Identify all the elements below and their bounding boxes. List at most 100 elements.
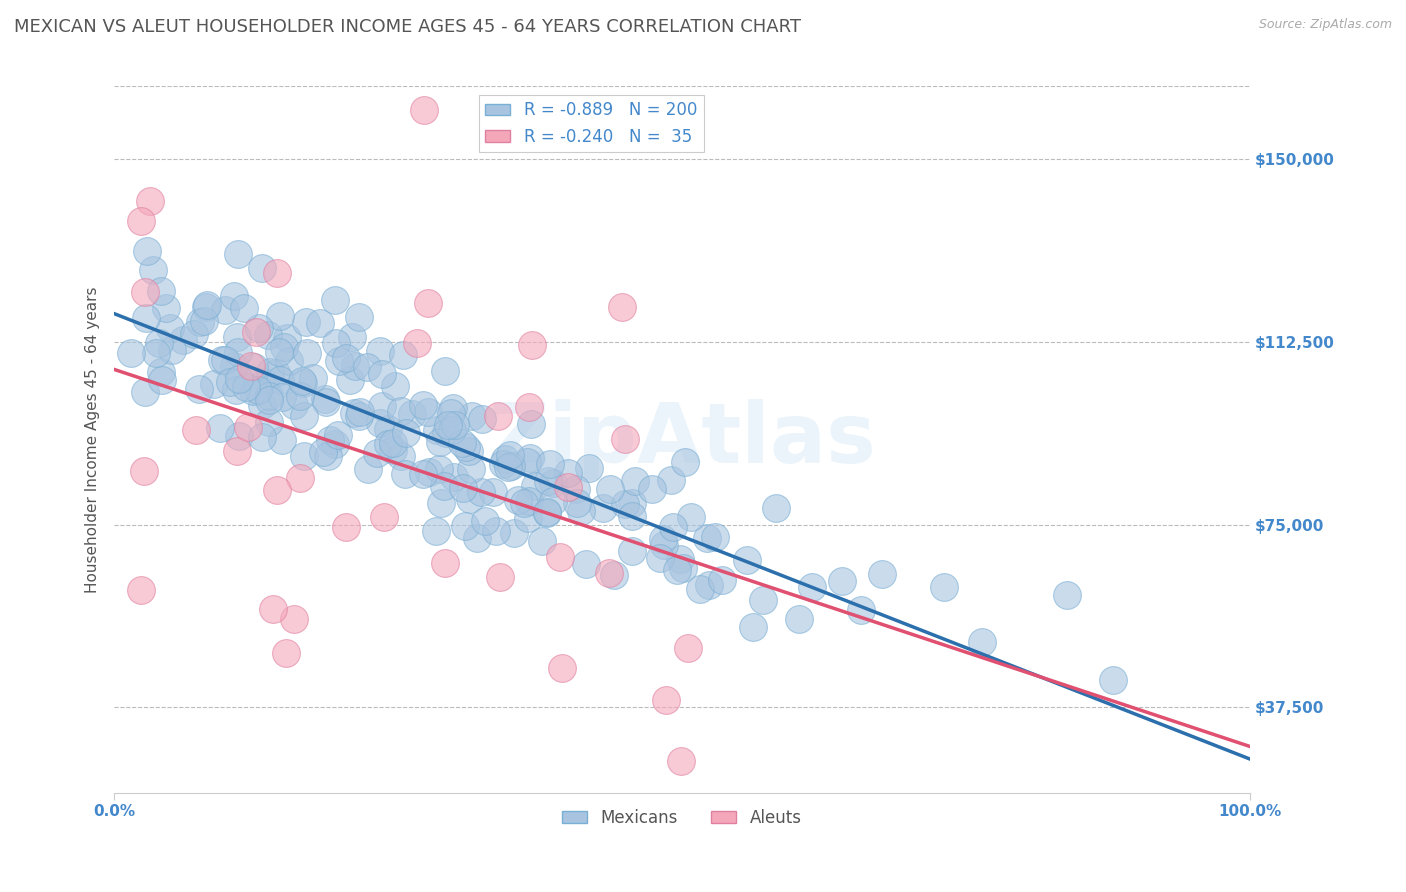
Point <box>257 389 280 403</box>
Point <box>613 432 636 446</box>
Point <box>368 343 391 358</box>
Point <box>214 353 236 368</box>
Point <box>592 500 614 515</box>
Point <box>222 289 245 303</box>
Point <box>283 612 305 626</box>
Point <box>134 384 156 399</box>
Point <box>188 315 211 329</box>
Point <box>440 406 463 420</box>
Point <box>134 464 156 478</box>
Point <box>648 550 671 565</box>
Point <box>460 462 482 476</box>
Point <box>620 509 643 524</box>
Point <box>172 334 194 348</box>
Point <box>384 378 406 392</box>
Text: MEXICAN VS ALEUT HOUSEHOLDER INCOME AGES 45 - 64 YEARS CORRELATION CHART: MEXICAN VS ALEUT HOUSEHOLDER INCOME AGES… <box>14 18 801 36</box>
Point <box>129 213 152 227</box>
Point <box>292 449 315 463</box>
Point <box>578 461 600 475</box>
Point <box>159 321 181 335</box>
Point <box>222 359 245 373</box>
Point <box>288 389 311 403</box>
Point <box>513 496 536 510</box>
Point <box>416 296 439 310</box>
Point <box>520 338 543 352</box>
Point <box>434 557 457 571</box>
Point <box>253 375 276 389</box>
Point <box>517 400 540 414</box>
Point <box>652 532 675 546</box>
Point <box>291 374 314 388</box>
Point <box>454 440 477 454</box>
Y-axis label: Householder Income Ages 45 - 64 years: Householder Income Ages 45 - 64 years <box>86 286 100 593</box>
Point <box>283 398 305 412</box>
Point <box>676 640 699 655</box>
Point <box>602 567 624 582</box>
Point <box>696 531 718 545</box>
Point <box>697 578 720 592</box>
Point <box>520 417 543 431</box>
Point <box>970 635 993 649</box>
Point <box>443 470 465 484</box>
Point <box>538 457 561 471</box>
Point <box>481 484 503 499</box>
Point <box>444 417 467 432</box>
Point <box>266 266 288 280</box>
Point <box>262 602 284 616</box>
Point <box>787 612 810 626</box>
Point <box>226 344 249 359</box>
Point <box>1102 673 1125 687</box>
Point <box>389 404 412 418</box>
Point <box>548 550 571 565</box>
Point <box>214 303 236 318</box>
Point <box>418 405 440 419</box>
Point <box>339 373 361 387</box>
Point <box>801 580 824 594</box>
Point <box>155 301 177 316</box>
Point <box>377 437 399 451</box>
Point <box>503 525 526 540</box>
Point <box>228 428 250 442</box>
Point <box>243 359 266 374</box>
Point <box>465 531 488 545</box>
Point <box>335 351 357 365</box>
Point <box>620 496 643 510</box>
Point <box>703 530 725 544</box>
Point <box>328 354 350 368</box>
Text: ZipAtlas: ZipAtlas <box>488 399 876 480</box>
Point <box>349 405 371 419</box>
Point <box>183 327 205 342</box>
Point <box>142 263 165 277</box>
Point <box>641 482 664 496</box>
Point <box>315 394 337 409</box>
Point <box>689 582 711 597</box>
Point <box>661 520 683 534</box>
Point <box>325 336 347 351</box>
Point <box>239 359 262 373</box>
Point <box>323 293 346 308</box>
Point <box>741 620 763 634</box>
Point <box>661 473 683 487</box>
Point <box>184 423 207 437</box>
Point <box>381 436 404 450</box>
Point <box>752 592 775 607</box>
Point <box>135 310 157 325</box>
Point <box>851 603 873 617</box>
Point <box>441 424 464 438</box>
Point <box>541 494 564 508</box>
Point <box>499 448 522 462</box>
Point <box>259 365 281 379</box>
Legend: Mexicans, Aleuts: Mexicans, Aleuts <box>555 803 808 834</box>
Point <box>309 316 332 330</box>
Point <box>235 380 257 394</box>
Point <box>498 460 520 475</box>
Point <box>412 103 434 117</box>
Point <box>425 524 447 539</box>
Point <box>598 566 620 580</box>
Point <box>429 462 451 476</box>
Point <box>295 345 318 359</box>
Point <box>614 497 637 511</box>
Point <box>451 481 474 495</box>
Point <box>270 390 292 404</box>
Point <box>150 365 173 379</box>
